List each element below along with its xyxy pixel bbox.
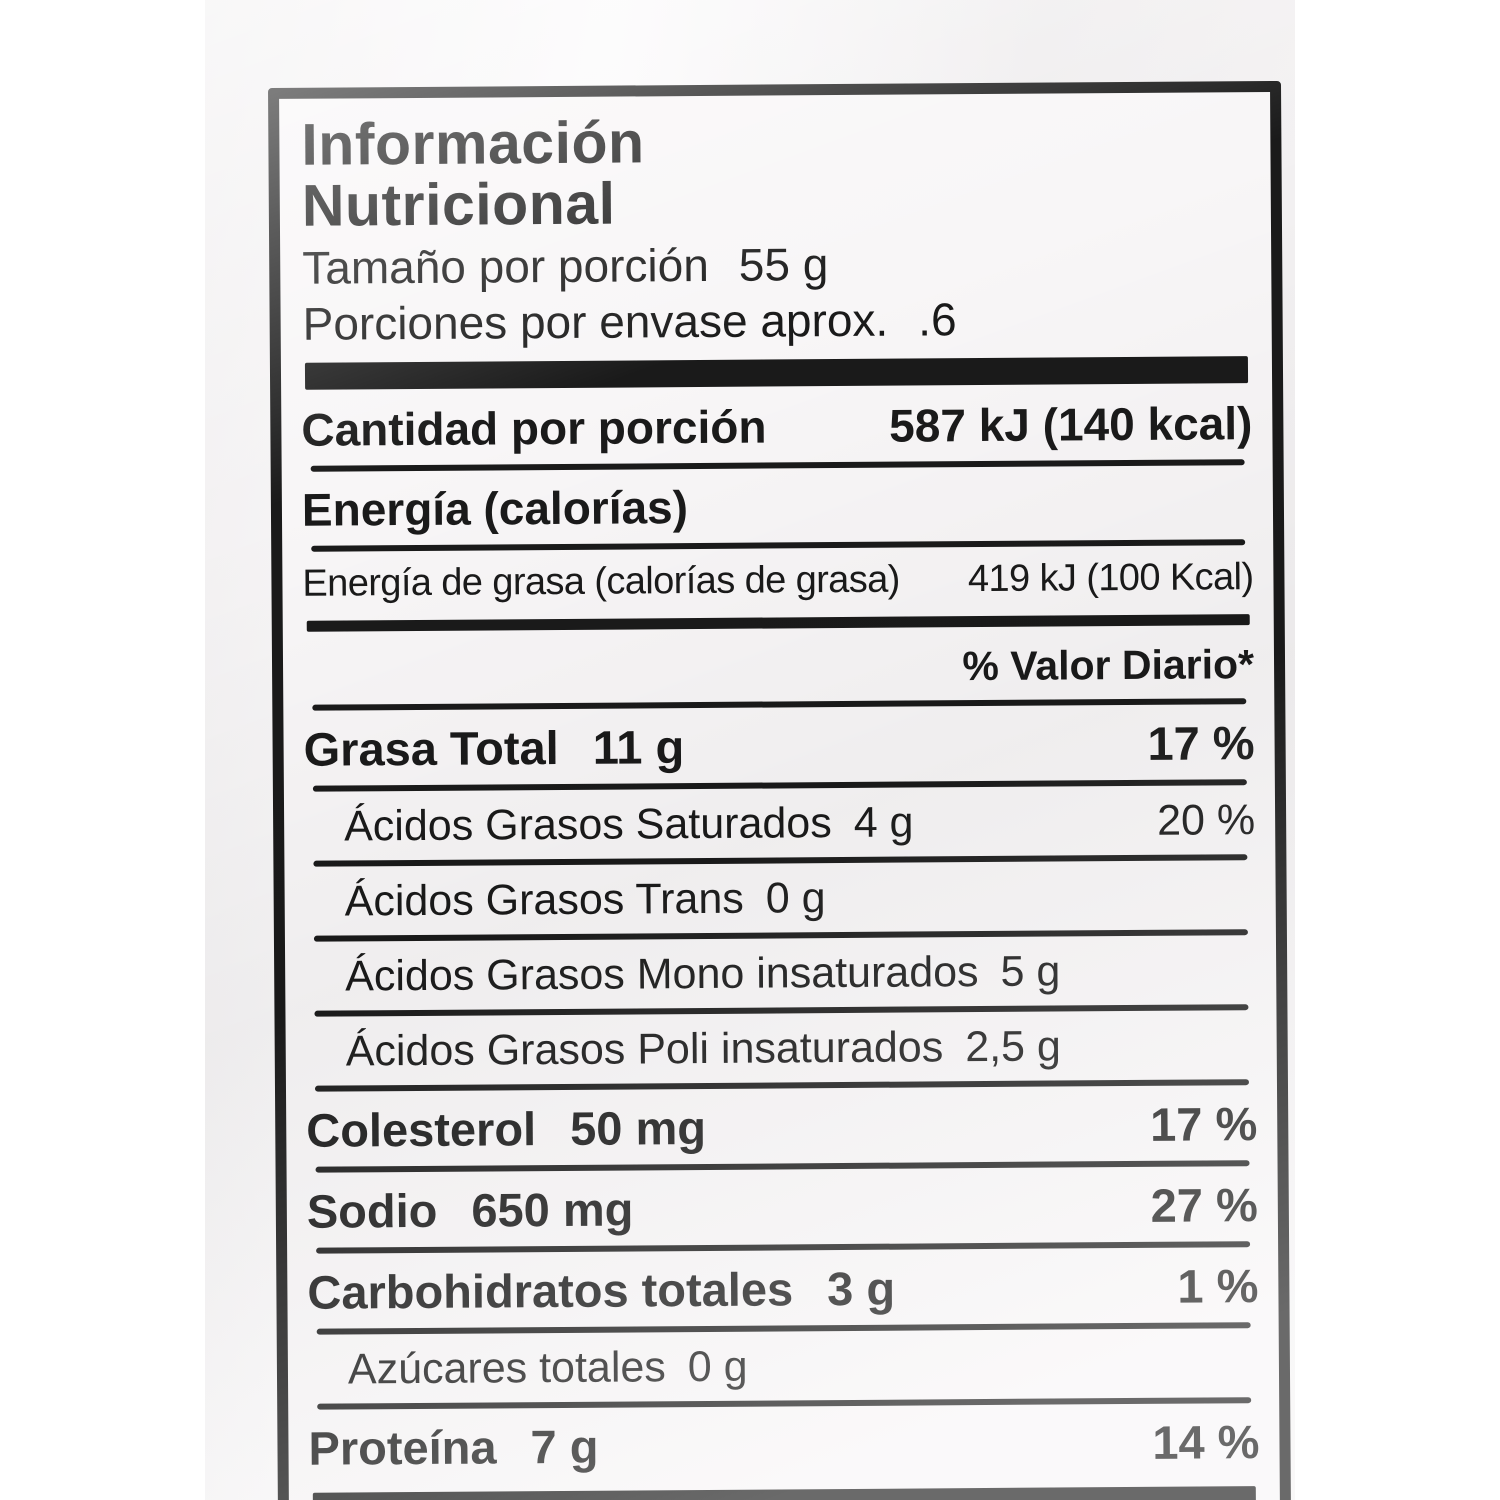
nutrient-name: Ácidos Grasos Saturados: [343, 798, 832, 851]
separator-bar-bottom: [312, 1485, 1256, 1500]
label-title-line2: Nutricional: [301, 170, 616, 240]
nutrient-name: Azúcares totales: [347, 1342, 666, 1394]
nutrient-amount: 0 g: [765, 873, 826, 923]
package-background: Información Nutricional Tamaño por porci…: [205, 0, 1295, 1500]
servings-per-container-row: Porciones por envase aprox. .6: [296, 289, 1255, 352]
nutrient-amount: 4 g: [853, 798, 914, 847]
serving-size-label: Tamaño por porción: [302, 238, 710, 294]
nutrient-amount: 7 g: [530, 1419, 599, 1473]
nutrient-row-polyunsaturated-fat: Ácidos Grasos Poli insaturados 2,5 g: [302, 1014, 1261, 1082]
nutrient-name: Grasa Total: [303, 720, 559, 776]
daily-value-header: % Valor Diario*: [962, 640, 1255, 689]
energy-from-fat-label: Energía de grasa (calorías de grasa): [302, 558, 900, 605]
nutrient-row-sodium: Sodio 650 mg 27 %: [303, 1170, 1262, 1244]
nutrient-dv: 20 %: [1156, 795, 1256, 845]
nutrient-amount: 5 g: [1000, 947, 1061, 996]
nutrient-dv: 14 %: [1152, 1414, 1260, 1469]
energy-label: Energía (calorías): [301, 480, 689, 536]
serving-size-value: 55 g: [738, 237, 829, 291]
nutrient-amount: 0 g: [687, 1342, 748, 1391]
nutrient-amount: 50 mg: [569, 1100, 707, 1155]
nutrient-name: Ácidos Grasos Poli insaturados: [345, 1022, 944, 1076]
energy-value: 587 kJ (140 kcal): [889, 396, 1253, 452]
label-title: Información Nutricional: [295, 104, 1255, 239]
nutrient-name: Ácidos Grasos Mono insaturados: [345, 947, 979, 1001]
nutrient-amount: 11 g: [592, 719, 685, 774]
nutrient-amount: 2,5 g: [965, 1022, 1062, 1071]
separator-bar-top: [304, 355, 1249, 390]
nutrient-dv: 17 %: [1149, 1096, 1258, 1151]
amount-per-serving-label: Cantidad por porción: [301, 400, 767, 456]
nutrient-row-total-carbohydrate: Carbohidratos totales 3 g 1 %: [303, 1251, 1262, 1325]
amount-per-serving-row: Cantidad por porción 587 kJ (140 kcal): [297, 389, 1256, 462]
nutrient-row-saturated-fat: Ácidos Grasos Saturados 4 g 20 %: [300, 789, 1259, 857]
energy-from-fat-value: 419 kJ (100 Kcal): [967, 555, 1254, 600]
nutrient-amount: 650 mg: [471, 1182, 634, 1237]
nutrient-dv: 1 %: [1177, 1258, 1259, 1313]
label-title-line1: Información: [301, 109, 645, 178]
nutrient-row-protein: Proteína 7 g 14 %: [304, 1407, 1263, 1481]
nutrient-name: Colesterol: [306, 1101, 537, 1157]
nutrient-dv: 17 %: [1147, 715, 1255, 770]
servings-per-container-label: Porciones por envase aprox.: [302, 293, 889, 350]
nutrient-row-trans-fat: Ácidos Grasos Trans 0 g: [300, 864, 1259, 932]
nutrient-row-total-fat: Grasa Total 11 g 17 %: [299, 708, 1258, 782]
servings-per-container-value: .6: [918, 293, 957, 346]
nutrient-name: Sodio: [306, 1183, 438, 1238]
nutrient-name: Carbohidratos totales: [307, 1261, 794, 1319]
energy-row: Energía (calorías): [298, 469, 1257, 542]
nutrient-dv: 27 %: [1150, 1177, 1259, 1232]
nutrient-row-monounsaturated-fat: Ácidos Grasos Mono insaturados 5 g: [301, 939, 1260, 1007]
energy-from-fat-row: Energía de grasa (calorías de grasa) 419…: [298, 549, 1257, 611]
nutrient-row-total-sugars: Azúcares totales 0 g: [304, 1332, 1263, 1400]
nutrient-name: Proteína: [308, 1420, 497, 1475]
nutrition-label: Información Nutricional Tamaño por porci…: [268, 80, 1293, 1500]
nutrient-name: Ácidos Grasos Trans: [344, 874, 744, 926]
serving-size-row: Tamaño por porción 55 g: [296, 233, 1255, 296]
nutrient-amount: 3 g: [826, 1261, 896, 1315]
separator-bar-medium: [306, 613, 1250, 632]
nutrient-row-cholesterol: Colesterol 50 mg 17 %: [302, 1089, 1261, 1163]
